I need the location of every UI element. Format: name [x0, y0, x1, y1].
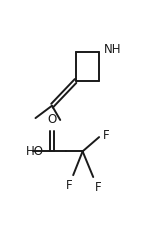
Text: HO: HO [26, 145, 43, 158]
Text: F: F [66, 179, 73, 192]
Text: NH: NH [104, 43, 121, 56]
Text: F: F [94, 181, 101, 194]
Text: O: O [47, 113, 57, 126]
Text: F: F [103, 129, 109, 142]
